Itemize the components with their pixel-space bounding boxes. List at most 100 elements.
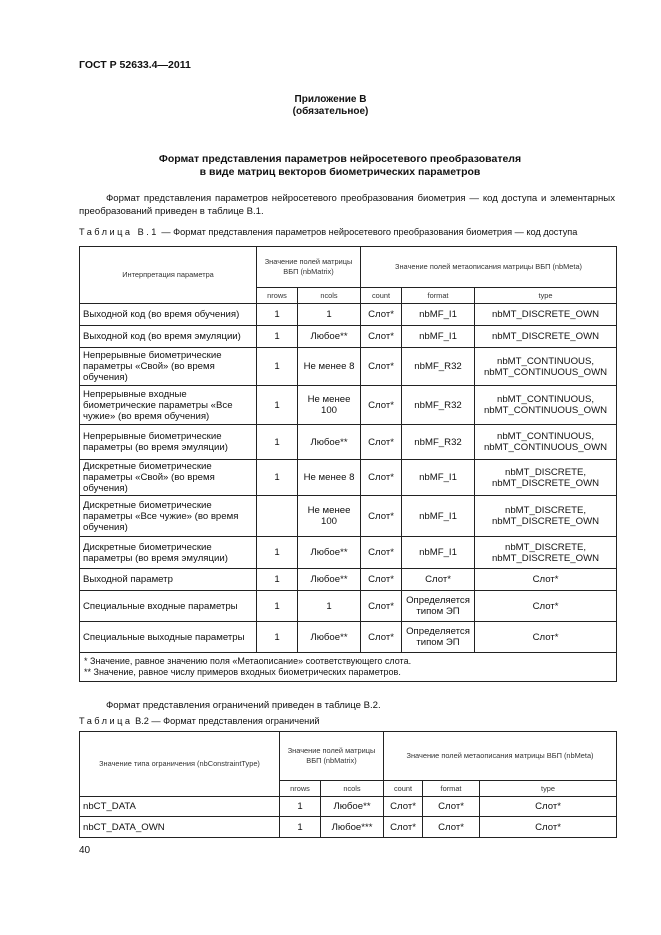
table-cell: count: [383, 780, 424, 797]
table-cell: Слот*: [474, 590, 618, 622]
table-cell: count: [360, 287, 403, 304]
table-cell: nrows: [279, 780, 321, 797]
table-b1: Интерпретация параметра Значение полей ма…: [78, 246, 618, 682]
caption-label: Таблица В.1: [79, 227, 159, 237]
table-cell: Значение полей матрицы ВБП (nbMatrix): [255, 246, 362, 288]
table-cell: Слот*: [360, 424, 403, 460]
table-row: Выходной код (во время обучения) 1 1 Слот* n…: [79, 303, 618, 326]
table-cell: Слот*: [360, 303, 403, 326]
table-cell: type: [474, 287, 618, 304]
table-cell: 1: [256, 385, 298, 425]
table-cell: Не менее 100: [296, 495, 362, 537]
table-cell: 1: [296, 303, 362, 326]
table-cell: Непрерывные биометрические параметры «Св…: [79, 347, 257, 386]
table-row: Дискретные биометрические параметры «Все…: [79, 495, 618, 537]
table-cell: Интерпретация параметра: [79, 246, 257, 304]
table-cell: nrows: [256, 287, 298, 304]
table-cell: 1: [256, 568, 298, 591]
table-cell: Не менее 100: [296, 385, 362, 425]
table-cell: nbMT_DISCRETE_OWN: [474, 303, 618, 326]
table-cell: Специальные входные параметры: [79, 590, 257, 622]
table-cell: Слот*: [360, 568, 403, 591]
table-cell: nbMF_R32: [401, 347, 476, 386]
table-row: Специальные входные параметры 1 1 Слот* Опре…: [79, 590, 618, 622]
table-cell: Слот*: [479, 796, 618, 817]
table-cell: Слот*: [360, 385, 403, 425]
paragraph: Формат представления параметров нейросет…: [79, 193, 615, 217]
table-cell: Любое**: [296, 536, 362, 569]
table-cell: Значение типа ограничения (nbConstraintT…: [79, 731, 280, 797]
table-cell: Слот*: [360, 536, 403, 569]
table-cell: ncols: [296, 287, 362, 304]
table-cell: 1: [256, 536, 298, 569]
table-cell: Дискретные биометрические параметры «Все…: [79, 495, 257, 537]
table-header-row: Значение типа ограничения (nbConstraintT…: [79, 731, 618, 797]
table-row: nbCT_DATA_OWN 1 Любое*** Слот* Слот* Слот*: [79, 816, 618, 838]
table-row: nbCT_DATA 1 Любое** Слот* Слот* Слот*: [79, 796, 618, 817]
table-cell: 1: [256, 621, 298, 653]
section-title: Формат представления параметров нейросет…: [100, 153, 580, 179]
table-subheader-row: nrows ncols count format type: [80, 287, 618, 304]
table-cell: Любое**: [296, 325, 362, 348]
footnote-row: * Значение, равное значению поля «Метаоп…: [78, 652, 618, 682]
table-row: Дискретные биометрические параметры (во …: [79, 536, 618, 569]
table-cell: 1: [256, 424, 298, 460]
section-title-line: Формат представления параметров нейросет…: [158, 153, 522, 165]
caption-text: В.2 — Формат представления ограничений: [132, 716, 320, 726]
table1-caption: Таблица В.1 — Формат представления парам…: [79, 227, 577, 237]
table-row: Непрерывные биометрические параметры (во…: [79, 424, 618, 460]
table-cell: nbMF_R32: [401, 385, 476, 425]
table-cell: 1: [256, 459, 298, 496]
table-cell: 1: [256, 303, 298, 326]
table-cell: nbMT_DISCRETE, nbMT_DISCRETE_OWN: [474, 495, 618, 537]
table-cell: nbMT_CONTINUOUS, nbMT_CONTINUOUS_OWN: [474, 347, 618, 386]
table-cell: 1: [279, 796, 321, 817]
table-cell: nbMF_I1: [401, 536, 476, 569]
table-cell: Слот*: [383, 816, 424, 838]
table-cell: 1: [279, 816, 321, 838]
table-cell: Слот*: [360, 495, 403, 537]
table-cell: ncols: [319, 780, 385, 797]
table-cell: nbMT_DISCRETE, nbMT_DISCRETE_OWN: [474, 459, 618, 496]
table-cell: Дискретные биометрические параметры (во …: [79, 536, 257, 569]
table-cell: Не менее 8: [296, 459, 362, 496]
table-cell: format: [422, 780, 481, 797]
table-cell: Слот*: [474, 568, 618, 591]
table-cell: Слот*: [474, 621, 618, 653]
table-cell: Слот*: [422, 796, 481, 817]
table-row: Специальные выходные параметры 1 Любое** Сл…: [79, 621, 618, 653]
appendix-note: (обязательное): [292, 106, 369, 117]
table-cell: Слот*: [383, 796, 424, 817]
table-cell: Слот*: [360, 347, 403, 386]
table-cell: 1: [256, 325, 298, 348]
table-header-row: Интерпретация параметра Значение полей ма…: [79, 246, 618, 304]
table-cell: nbMT_CONTINUOUS, nbMT_CONTINUOUS_OWN: [474, 424, 618, 460]
table-cell: Значение полей метаописания матрицы ВБП …: [383, 731, 618, 781]
table-cell: nbMF_I1: [401, 303, 476, 326]
table-cell: Слот*: [422, 816, 481, 838]
table-cell: Слот*: [360, 621, 403, 653]
table-cell: nbMT_CONTINUOUS, nbMT_CONTINUOUS_OWN: [474, 385, 618, 425]
table-cell: nbMT_DISCRETE, nbMT_DISCRETE_OWN: [474, 536, 618, 569]
table-cell: Любое**: [296, 424, 362, 460]
page-number: 40: [79, 845, 91, 856]
table-b2: Значение типа ограничения (nbConstraintT…: [79, 731, 618, 838]
table-cell: nbMF_R32: [401, 424, 476, 460]
table-cell: Значение полей метаописания матрицы ВБП …: [360, 246, 618, 288]
table-cell: format: [401, 287, 476, 304]
footnotes: * Значение, равное значению поля «Метаоп…: [78, 652, 618, 682]
table-cell: 1: [296, 590, 362, 622]
section-title-line: в виде матриц векторов биометрических па…: [199, 166, 481, 178]
footnote: ** Значение, равное числу примеров входн…: [84, 667, 401, 677]
table-cell: Любое**: [296, 568, 362, 591]
table-row: Непрерывные входные биометрические парам…: [79, 385, 618, 425]
table-cell: Любое**: [319, 796, 385, 817]
table-cell: nbMF_I1: [401, 325, 476, 348]
table-cell: Специальные выходные параметры: [79, 621, 257, 653]
table-cell: nbMF_I1: [401, 495, 476, 537]
table-cell: nbMF_I1: [401, 459, 476, 496]
table-cell: Выходной параметр: [79, 568, 257, 591]
table-cell: nbCT_DATA_OWN: [79, 816, 280, 838]
table-cell: Не менее 8: [296, 347, 362, 386]
